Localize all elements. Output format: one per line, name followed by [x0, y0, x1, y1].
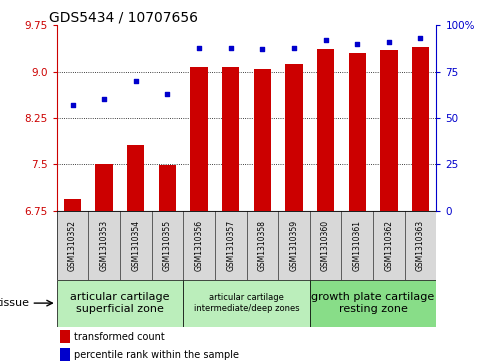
Point — [353, 41, 361, 47]
Text: GSM1310357: GSM1310357 — [226, 220, 235, 270]
Text: transformed count: transformed count — [74, 332, 165, 342]
Bar — [96, 164, 113, 211]
Point — [417, 36, 424, 41]
Text: GSM1310354: GSM1310354 — [131, 220, 141, 270]
Point — [385, 39, 393, 45]
Text: GDS5434 / 10707656: GDS5434 / 10707656 — [49, 10, 198, 24]
Bar — [310, 280, 436, 327]
Bar — [190, 68, 208, 211]
Bar — [222, 68, 240, 211]
Point — [321, 37, 329, 43]
Text: GSM1310361: GSM1310361 — [352, 220, 362, 270]
Text: GSM1310358: GSM1310358 — [258, 220, 267, 270]
Text: growth plate cartilage
resting zone: growth plate cartilage resting zone — [312, 292, 435, 314]
Point — [132, 78, 140, 84]
Bar — [57, 280, 183, 327]
Point — [258, 46, 266, 52]
Bar — [349, 53, 366, 211]
Point — [164, 91, 172, 97]
Text: percentile rank within the sample: percentile rank within the sample — [74, 350, 239, 360]
Text: GSM1310353: GSM1310353 — [100, 220, 108, 270]
Text: GSM1310352: GSM1310352 — [68, 220, 77, 270]
Text: articular cartilage
intermediate/deep zones: articular cartilage intermediate/deep zo… — [194, 293, 299, 313]
Text: tissue: tissue — [0, 298, 30, 308]
Bar — [412, 47, 429, 211]
Bar — [380, 50, 397, 211]
Bar — [61, 330, 70, 343]
Text: GSM1310362: GSM1310362 — [385, 220, 393, 270]
Text: articular cartilage
superficial zone: articular cartilage superficial zone — [70, 292, 170, 314]
Bar — [253, 69, 271, 211]
Text: GSM1310356: GSM1310356 — [195, 220, 204, 270]
Point — [69, 102, 76, 108]
Bar — [159, 165, 176, 211]
Point — [195, 45, 203, 50]
Text: GSM1310363: GSM1310363 — [416, 220, 425, 270]
Point — [100, 97, 108, 102]
Text: GSM1310359: GSM1310359 — [289, 220, 298, 270]
Text: GSM1310355: GSM1310355 — [163, 220, 172, 270]
Point — [227, 45, 235, 50]
Point — [290, 45, 298, 50]
Bar — [285, 64, 303, 211]
Bar — [127, 144, 144, 211]
Bar — [317, 49, 334, 211]
Text: GSM1310360: GSM1310360 — [321, 220, 330, 270]
Bar — [61, 348, 70, 361]
Bar — [183, 280, 310, 327]
Bar — [64, 199, 81, 211]
